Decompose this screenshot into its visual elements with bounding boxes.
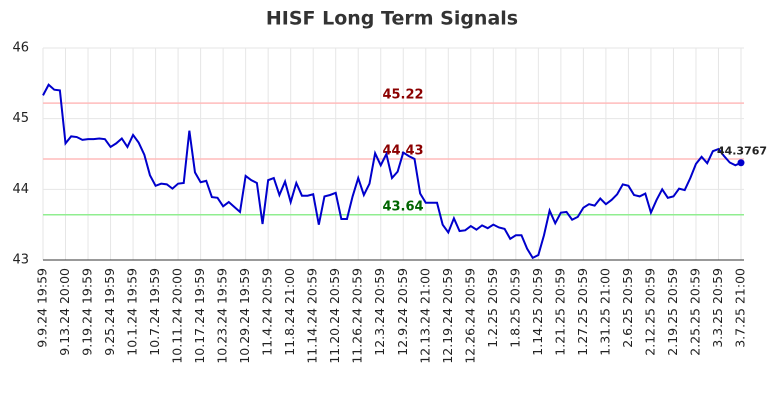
x-tick-label: 10.17.24 19:59 (192, 268, 207, 364)
x-tick-label: 3.7.25 21:00 (733, 268, 748, 348)
x-tick-label: 10.1.24 19:59 (125, 268, 140, 356)
x-tick-label: 1.8.25 20:59 (507, 268, 522, 348)
x-tick-label: 1.14.25 20:59 (530, 268, 545, 356)
x-tick-label: 1.27.25 20:59 (575, 268, 590, 356)
x-tick-label: 10.11.24 20:00 (170, 268, 185, 364)
x-tick-label: 1.21.25 20:59 (552, 268, 567, 356)
x-tick-label: 11.26.24 20:59 (350, 268, 365, 364)
chart-title: HISF Long Term Signals (266, 8, 518, 30)
x-tick-label: 10.23.24 19:59 (215, 268, 230, 364)
x-tick-label: 12.26.24 20:59 (462, 268, 477, 364)
x-tick-label: 1.2.25 20:59 (485, 268, 500, 348)
x-tick-label: 2.6.25 20:59 (620, 268, 635, 348)
y-tick-label: 43 (12, 253, 29, 268)
price-line (42, 83, 742, 260)
x-tick-label: 3.3.25 20:59 (710, 268, 725, 348)
x-tick-label: 1.31.25 21:00 (597, 268, 612, 356)
x-tick-label: 2.12.25 20:59 (642, 268, 657, 356)
x-tick-label: 11.4.24 20:59 (260, 268, 275, 356)
x-tick-label: 11.14.24 20:59 (305, 268, 320, 364)
x-tick-label: 10.29.24 19:59 (237, 268, 252, 364)
x-tick-label: 11.8.24 21:00 (282, 268, 297, 356)
x-tick-label: 9.25.24 19:59 (102, 268, 117, 356)
signal-label: 44.43 (382, 143, 423, 158)
x-tick-label: 12.9.24 20:59 (395, 268, 410, 356)
x-tick-label: 12.13.24 21:00 (417, 268, 432, 364)
x-tick-label: 12.19.24 20:59 (440, 268, 455, 364)
signal-label: 45.22 (382, 88, 423, 103)
last-value-label: 44.3767 (717, 145, 767, 158)
y-tick-label: 46 (12, 41, 29, 56)
x-tick-label: 10.7.24 19:59 (147, 268, 162, 356)
last-point (737, 159, 745, 167)
x-tick-label: 9.13.24 20:00 (57, 268, 72, 356)
x-tick-label: 11.20.24 20:59 (327, 268, 342, 364)
y-tick-label: 44 (12, 182, 29, 197)
y-tick-label: 45 (12, 111, 29, 126)
x-tick-label: 9.9.24 19:59 (35, 268, 50, 348)
x-tick-label: 9.19.24 19:59 (80, 268, 95, 356)
x-tick-label: 2.25.25 20:59 (687, 268, 702, 356)
x-tick-label: 2.19.25 20:59 (665, 268, 680, 356)
x-tick-label: 12.3.24 20:59 (372, 268, 387, 356)
signal-label: 43.64 (382, 199, 423, 214)
